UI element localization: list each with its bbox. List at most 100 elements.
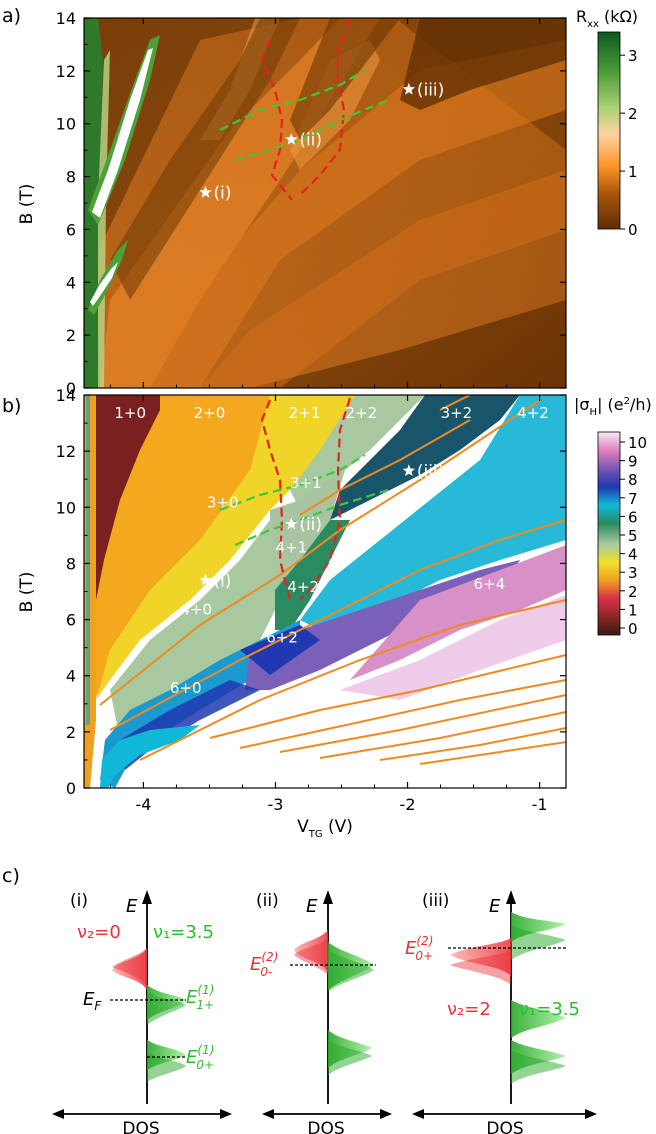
dos-panel-iii: (iii) E DOS E(2) 0+ ν₂=2 ν₁=3.5 <box>405 890 597 1134</box>
panel-a-axes: 0 2 4 6 8 10 12 14 <box>56 9 566 398</box>
y-tick-label: 8 <box>66 168 76 187</box>
y-tick-label: 10 <box>56 498 76 517</box>
marker-label: (i) <box>213 571 231 591</box>
colorbar-tick-label: 2 <box>628 105 638 123</box>
region-2-2 <box>290 395 425 510</box>
y-tick-label: 14 <box>56 386 76 405</box>
panel-b-dashed-red-2 <box>299 397 352 601</box>
region-label: 2+2 <box>345 404 377 422</box>
y-tick-label: 2 <box>66 723 76 742</box>
region-label: 3+1 <box>290 474 322 492</box>
dos-i-nu2: ν₂=0 <box>77 922 121 943</box>
region-label: 4+0 <box>180 600 212 618</box>
colorbar-a-title: Rxx (kΩ) <box>576 7 638 30</box>
colorbar-tick-label: 0 <box>628 620 638 638</box>
colorbar-tick-label: 4 <box>628 546 638 564</box>
dos-i-e1: E(1) 1+ <box>186 983 214 1012</box>
panel-a-plot <box>83 17 567 389</box>
panel-b-region-labels: 1+0 2+0 2+1 2+2 3+2 4+2 3+1 3+0 4+1 4+2 4+0 6+4 6+2 6… <box>114 404 548 697</box>
panel-a-lobe-2 <box>150 40 566 388</box>
region-label: 2+0 <box>194 404 226 422</box>
y-tick-label: 6 <box>66 611 76 630</box>
colorbar-tick-label: 3 <box>628 564 638 582</box>
dos-i-nu1: ν₁=3.5 <box>153 922 214 943</box>
x-tick-label: -1 <box>532 795 548 814</box>
region-label: 1+0 <box>114 404 146 422</box>
dos-iii-nu1: ν₁=3.5 <box>519 999 580 1020</box>
marker-label: (i) <box>213 183 231 203</box>
y-tick-label: 10 <box>56 115 76 134</box>
marker-label: (ii) <box>299 131 322 151</box>
region-2-1 <box>96 395 355 700</box>
dos-ii-dos-label: DOS <box>307 1119 344 1134</box>
y-tick-label: 12 <box>56 62 76 81</box>
panel-b-dashed-green-1 <box>219 454 366 512</box>
panel-b-dashed-red-1 <box>260 399 292 601</box>
y-tick-label: 0 <box>66 779 76 798</box>
marker-label: (ii) <box>299 515 322 535</box>
panel-label-b: b) <box>2 395 21 417</box>
region-label: 6+2 <box>266 628 298 646</box>
dos-iii-nu2: ν₂=2 <box>447 999 491 1020</box>
star-marker <box>402 464 415 477</box>
dos-iii-dos-label: DOS <box>486 1119 523 1134</box>
dos-panel-ii: (ii) E DOS E(2) 0- <box>250 890 392 1134</box>
panel-b-xlabel: VTG (V) <box>297 817 353 840</box>
panel-b-ylabel: B (T) <box>17 572 37 613</box>
panel-b-markers: (i) (ii) (iii) <box>199 462 444 591</box>
panel-a-colorbar: Rxx (kΩ) 0 1 2 3 <box>576 7 638 239</box>
colorbar-a-bar <box>597 31 621 230</box>
star-marker <box>285 517 298 530</box>
panel-a-dashed-green-1 <box>219 69 366 131</box>
y-tick-label: 6 <box>66 220 76 239</box>
y-tick-label: 4 <box>66 667 76 686</box>
panel-b-landau-lines <box>99 394 567 765</box>
panel-a-ylabel: B (T) <box>17 184 37 225</box>
dos-i-axis-label: E <box>126 896 138 917</box>
marker-label: (iii) <box>417 462 444 482</box>
colorbar-tick-label: 1 <box>628 163 638 181</box>
panel-a-dashed-red-1 <box>260 39 293 201</box>
region-1-0 <box>96 395 160 600</box>
star-marker <box>199 185 212 198</box>
colorbar-tick-label: 8 <box>628 471 638 489</box>
dos-i-ef: EF <box>83 989 102 1013</box>
y-tick-label: 4 <box>66 273 76 292</box>
dos-ii-axis-label: E <box>306 896 318 917</box>
star-marker <box>402 82 415 95</box>
dos-panel-i: (i) E DOS ν₂=0 ν₁=3.5 EF E(1) 1+ E(1) 0+ <box>52 890 232 1134</box>
dos-ii-id: (ii) <box>256 891 279 911</box>
region-2-0 <box>84 395 270 720</box>
y-tick-label: 2 <box>66 326 76 345</box>
region-label: 2+1 <box>289 404 321 422</box>
colorbar-tick-label: 2 <box>628 583 638 601</box>
panel-b-axes: 0 2 4 6 8 10 12 14 -4 -3 -2 -1 <box>56 386 566 814</box>
dos-i-dos-label: DOS <box>122 1119 159 1134</box>
panel-a-lobe-3 <box>200 170 566 388</box>
panel-a-high-resistance-lobe <box>92 48 153 218</box>
y-tick-label: 14 <box>56 9 76 28</box>
marker-label: (iii) <box>417 80 444 100</box>
colorbar-tick-label: 10 <box>628 434 647 452</box>
panel-a-markers: (i) (ii) (iii) <box>199 80 444 203</box>
region-4-2 <box>300 395 566 630</box>
star-marker <box>199 573 212 586</box>
dos-i-id: (i) <box>70 891 88 911</box>
region-3-2 <box>330 395 520 520</box>
region-label: 6+0 <box>170 679 202 697</box>
colorbar-tick-label: 1 <box>628 601 638 619</box>
star-marker <box>285 133 298 145</box>
x-tick-label: -3 <box>268 795 284 814</box>
dos-i-e2: E(1) 0+ <box>186 1043 214 1072</box>
colorbar-tick-label: 6 <box>628 508 638 526</box>
dos-iii-e: E(2) 0+ <box>405 934 433 963</box>
panel-b-dashed-green-2 <box>234 488 389 547</box>
region-6-4 <box>350 545 566 680</box>
panel-label-c: c) <box>2 865 20 887</box>
panel-b-plot <box>83 394 567 789</box>
panel-a-dashed-green-2 <box>234 98 389 162</box>
colorbar-tick-label: 5 <box>628 527 638 545</box>
y-tick-label: 12 <box>56 442 76 461</box>
